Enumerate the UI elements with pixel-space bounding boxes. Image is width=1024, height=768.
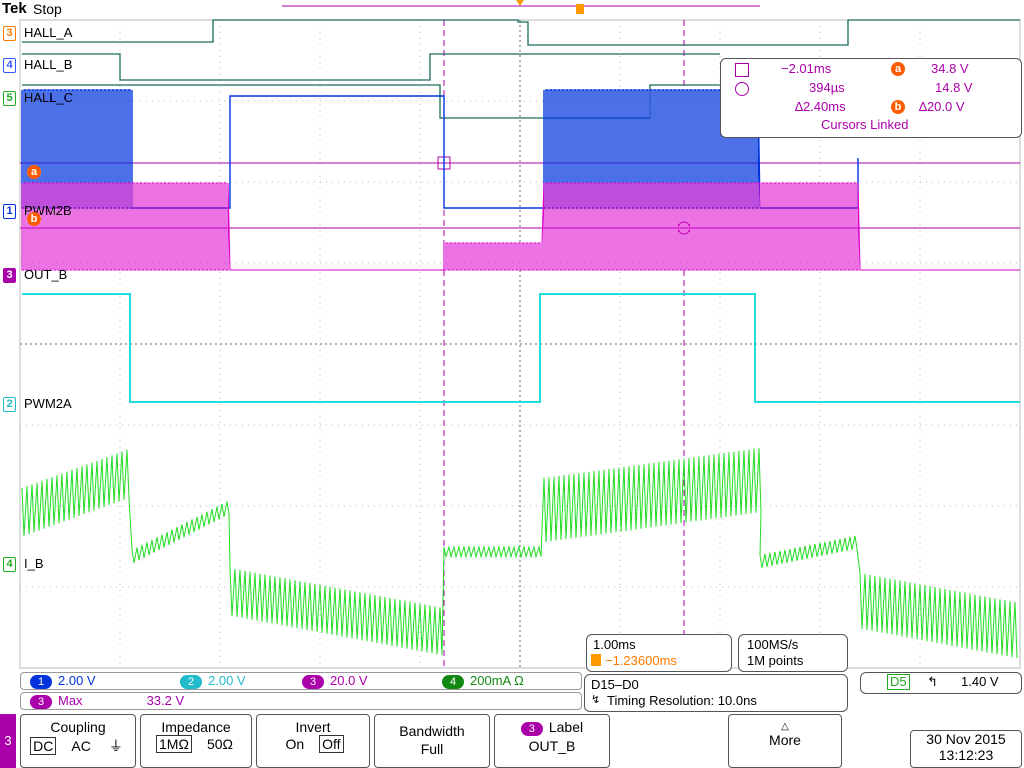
cursor-a-marker: a [27, 165, 41, 179]
cursor-vb: 14.8 V [935, 80, 973, 95]
ch1-scale[interactable]: 1 2.00 V [30, 673, 96, 689]
label-hall-a: HALL_A [24, 25, 73, 40]
sample-rate: 100MS/s [747, 637, 799, 652]
label-hall-c: HALL_C [24, 90, 74, 105]
cursor-readout-panel: −2.01ms a 34.8 V 394µs 14.8 V ∆2.40ms b … [720, 58, 1022, 138]
invert-off[interactable]: Off [319, 735, 344, 753]
cursor-t1: −2.01ms [781, 61, 832, 76]
ch2-scale[interactable]: 2 2.00 V [180, 673, 246, 689]
ch3-scale[interactable]: 3 20.0 V [302, 673, 368, 689]
record-length: 1M points [747, 653, 804, 668]
acquisition-panel[interactable]: 100MS/s 1M points [738, 634, 848, 672]
record-position-bar [282, 0, 760, 14]
digital-ch3-marker: 3 [3, 26, 16, 41]
ch1-marker: 1 [3, 204, 16, 219]
cursor-t2: 394µs [809, 80, 845, 95]
label-title: 3 Label [495, 719, 609, 736]
bandwidth-menu[interactable]: Bandwidth Full [374, 714, 490, 768]
waveform-traces [21, 89, 1020, 659]
more-menu[interactable]: △ More [728, 714, 842, 768]
invert-on[interactable]: On [285, 736, 305, 752]
coupling-title: Coupling [50, 719, 106, 735]
ch4-scale[interactable]: 4 200mA Ω [442, 673, 524, 689]
menu-channel-tab[interactable]: 3 [0, 714, 16, 768]
channel-scale-row [20, 672, 582, 690]
label-hall-b: HALL_B [24, 57, 73, 72]
impedance-50[interactable]: 50Ω [206, 736, 233, 752]
coupling-menu[interactable]: Coupling DC AC ⏚ [20, 714, 136, 768]
trigger-position-icon [591, 654, 601, 666]
coupling-dc[interactable]: DC [30, 737, 57, 755]
cursor-a-badge-icon: a [891, 62, 905, 76]
rising-edge-icon: ↰ [927, 674, 938, 689]
bandwidth-title: Bandwidth [399, 723, 465, 739]
i-b-trace [21, 448, 1018, 659]
cursor-circle-icon [735, 82, 749, 96]
graticule [19, 19, 1021, 669]
pwm2a-trace [22, 293, 1020, 403]
acquisition-status: Stop [33, 1, 62, 17]
coupling-ac[interactable]: AC [71, 738, 91, 754]
label-i-b: I_B [24, 556, 44, 571]
cursor-va: 34.8 V [931, 61, 969, 76]
label-menu[interactable]: 3 Label OUT_B [494, 714, 610, 768]
impedance-menu[interactable]: Impedance 1MΩ 50Ω [140, 714, 252, 768]
timebase-scale: 1.00ms [593, 637, 636, 652]
ch3-marker: 3 [3, 268, 16, 283]
datetime-box: 30 Nov 2015 13:12:23 [910, 730, 1022, 768]
digital-icon: ↯ [591, 694, 601, 706]
more-label: More [769, 732, 801, 748]
ch4-marker: 4 [3, 557, 16, 572]
trigger-level: 1.40 V [961, 674, 999, 689]
cursor-b-marker: b [27, 212, 41, 226]
label-value: OUT_B [528, 738, 576, 754]
cursor-square-icon [735, 63, 749, 77]
cursor-b-badge-icon: b [891, 100, 905, 114]
digital-ch4-marker: 4 [3, 58, 16, 73]
digital-traces [22, 19, 1020, 119]
label-out-b: OUT_B [24, 267, 68, 282]
horizontal-position: −1.23600ms [605, 653, 677, 668]
cursor-dv: ∆20.0 V [919, 99, 965, 114]
impedance-title: Impedance [161, 719, 231, 735]
ch2-marker: 2 [3, 397, 16, 412]
date: 30 Nov 2015 [926, 731, 1006, 747]
bandwidth-value: Full [420, 741, 444, 757]
timing-resolution: Timing Resolution: 10.0ns [607, 693, 757, 708]
time: 13:12:23 [938, 747, 994, 763]
out-b-trace [21, 182, 1020, 271]
timebase-panel[interactable]: 1.00ms −1.23600ms [586, 634, 732, 672]
cursors-linked: Cursors Linked [821, 117, 909, 132]
invert-menu[interactable]: Invert On Off [256, 714, 370, 768]
trigger-panel[interactable]: D5 ↰ 1.40 V [860, 672, 1022, 694]
brand-logo: Tek [2, 0, 27, 17]
top-status-bar: Tek Stop [0, 0, 1024, 18]
digital-panel[interactable]: D15–D0 ↯ Timing Resolution: 10.0ns [584, 674, 848, 712]
invert-title: Invert [295, 719, 331, 735]
label-pwm2a: PWM2A [24, 396, 72, 411]
cursor-dt: ∆2.40ms [795, 99, 846, 114]
trigger-source: D5 [887, 674, 910, 690]
measurement-row [20, 692, 582, 710]
more-chevron-icon: △ [781, 721, 789, 732]
digital-bits: D15–D0 [591, 677, 639, 692]
impedance-1m[interactable]: 1MΩ [156, 735, 192, 753]
waveform-display[interactable]: 3 HALL_A 4 HALL_B 5 HALL_C a 1 PWM2B b 3… [0, 18, 1024, 670]
digital-ch5-marker: 5 [3, 91, 16, 106]
measurement-max[interactable]: 3 Max 33.2 V [30, 693, 184, 709]
ground-icon[interactable]: ⏚ [108, 738, 123, 754]
